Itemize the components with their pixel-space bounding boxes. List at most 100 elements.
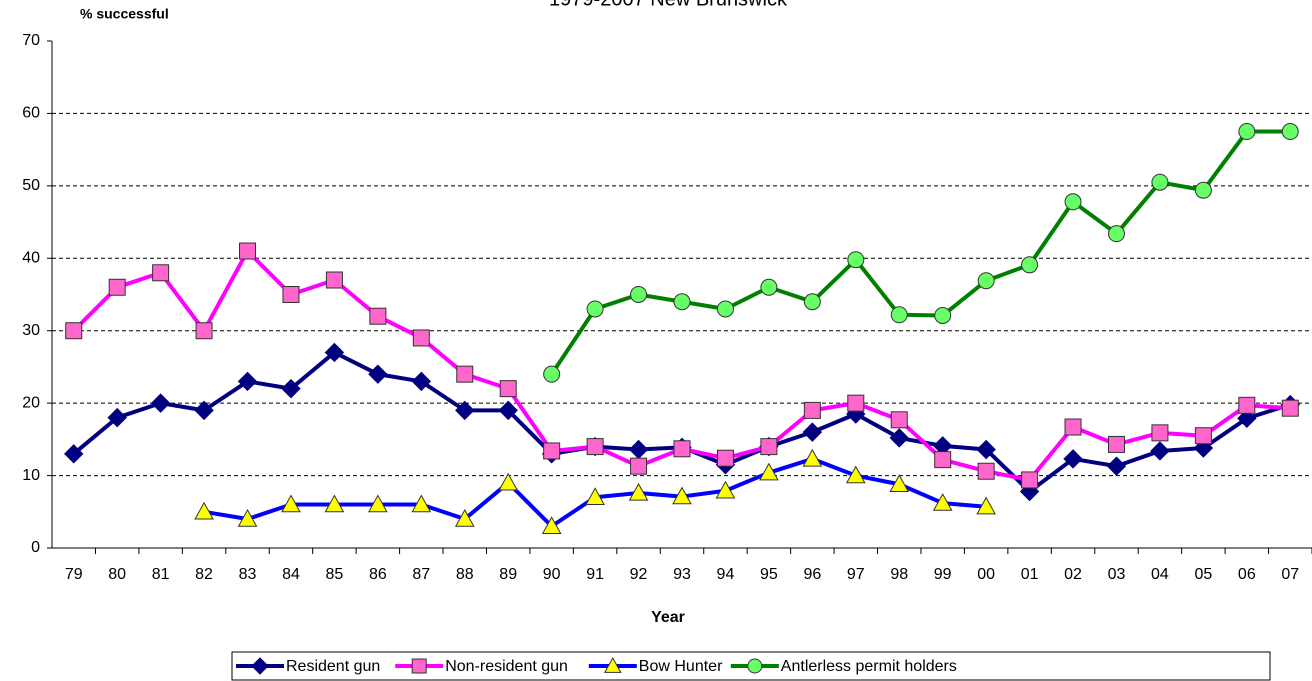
marker: [889, 428, 909, 448]
legend-marker: [411, 658, 427, 674]
x-tick-label: 95: [760, 566, 778, 583]
marker: [65, 322, 83, 340]
x-tick-label: 07: [1281, 566, 1299, 583]
marker: [237, 508, 258, 527]
x-tick-label: 83: [239, 566, 257, 583]
marker: [369, 307, 387, 325]
x-axis-label: Year: [651, 609, 685, 626]
x-tick-label: 99: [934, 566, 952, 583]
marker: [411, 494, 432, 513]
marker: [803, 293, 821, 311]
x-tick-label: 98: [890, 566, 908, 583]
marker: [543, 442, 561, 460]
x-tick-label: 79: [65, 566, 83, 583]
marker: [586, 438, 604, 456]
marker: [847, 251, 865, 269]
y-tick-label: 60: [22, 105, 40, 122]
x-tick-label: 03: [1108, 566, 1126, 583]
x-tick-label: 84: [282, 566, 300, 583]
marker: [1063, 449, 1083, 469]
marker: [1064, 193, 1082, 211]
marker: [1107, 435, 1125, 453]
y-tick-label: 40: [22, 250, 40, 267]
marker: [802, 422, 823, 442]
marker: [890, 411, 908, 429]
marker: [281, 378, 301, 399]
x-tick-label: 06: [1238, 566, 1256, 583]
marker: [630, 286, 648, 303]
marker: [1021, 471, 1039, 489]
y-tick-label: 30: [22, 322, 40, 339]
marker: [325, 271, 343, 289]
marker: [716, 300, 734, 318]
legend-label: Resident gun: [286, 658, 380, 675]
marker: [1238, 123, 1256, 141]
marker: [498, 472, 519, 491]
x-tick-label: 86: [369, 566, 387, 583]
marker: [1281, 399, 1299, 417]
x-tick-label: 87: [412, 566, 430, 583]
marker: [977, 272, 995, 290]
marker: [411, 371, 432, 392]
x-tick-label: 80: [108, 566, 126, 583]
x-tick-label: 85: [326, 566, 344, 583]
marker: [630, 457, 648, 475]
legend-marker: [603, 656, 622, 673]
x-tick-label: 93: [673, 566, 691, 583]
marker: [673, 440, 691, 458]
marker: [324, 494, 345, 513]
marker: [1237, 408, 1257, 429]
marker: [586, 300, 604, 318]
marker: [845, 465, 866, 484]
marker: [368, 494, 388, 513]
marker: [194, 400, 214, 421]
marker: [672, 486, 692, 505]
marker: [499, 380, 517, 398]
marker: [1151, 173, 1169, 191]
x-tick-label: 02: [1064, 566, 1082, 583]
marker: [498, 400, 518, 421]
marker: [194, 501, 214, 520]
marker: [1151, 424, 1169, 442]
marker: [628, 439, 649, 460]
marker: [1194, 427, 1212, 445]
chart-title: 1979-2007 New Brunswick: [549, 0, 788, 10]
marker: [585, 487, 605, 505]
x-tick-label: 81: [152, 566, 170, 583]
x-tick-label: 97: [847, 566, 865, 583]
legend-marker: [251, 657, 269, 675]
x-tick-label: 92: [630, 566, 648, 583]
marker: [934, 451, 952, 469]
marker: [1106, 456, 1127, 476]
marker: [1064, 418, 1082, 436]
marker: [760, 278, 778, 296]
marker: [107, 407, 127, 428]
x-tick-label: 04: [1151, 566, 1169, 583]
marker: [673, 293, 691, 311]
marker: [1150, 441, 1170, 461]
x-tick-label: 88: [456, 566, 474, 583]
marker: [64, 444, 84, 464]
x-tick-label: 90: [543, 566, 561, 583]
y-tick-label: 10: [22, 467, 40, 484]
series-line: [549, 129, 1291, 376]
marker: [716, 449, 734, 467]
y-tick-label: 20: [22, 394, 40, 411]
legend-label: Bow Hunter: [639, 658, 723, 675]
y-tick-label: 70: [22, 32, 40, 49]
marker: [1194, 181, 1212, 199]
marker: [715, 480, 736, 499]
y-tick-label: 0: [31, 539, 40, 556]
x-tick-label: 00: [977, 566, 995, 583]
x-tick-label: 82: [195, 566, 213, 583]
marker: [454, 508, 475, 527]
marker: [934, 307, 952, 325]
legend-marker: [747, 658, 763, 674]
marker: [543, 365, 561, 383]
x-tick-label: 94: [717, 566, 735, 583]
marker: [759, 462, 779, 481]
legend-label: Antlerless permit holders: [781, 658, 957, 675]
marker: [628, 482, 649, 501]
marker: [932, 493, 953, 511]
